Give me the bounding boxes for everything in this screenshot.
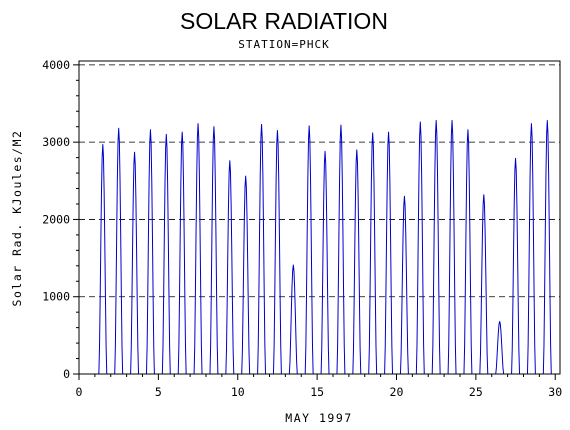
chart-title: SOLAR RADIATION xyxy=(180,8,388,34)
chart-subtitle: STATION=PHCK xyxy=(238,38,329,51)
series-layer xyxy=(94,120,555,375)
x-tick-label: 5 xyxy=(155,385,162,399)
y-tick-label: 4000 xyxy=(42,58,70,72)
x-tick-label: 15 xyxy=(310,385,324,399)
x-tick-label: 10 xyxy=(231,385,245,399)
x-tick-label: 0 xyxy=(76,385,83,399)
y-tick-label: 2000 xyxy=(42,212,70,226)
x-axis: 0 5 10 15 20 25 30 xyxy=(76,374,562,399)
x-tick-label: 25 xyxy=(469,385,483,399)
y-axis: 0 1000 2000 3000 4000 xyxy=(42,58,79,381)
x-tick-label: 20 xyxy=(390,385,404,399)
plot-frame xyxy=(78,60,561,375)
x-tick-label: 30 xyxy=(548,385,562,399)
reference-lines xyxy=(79,64,560,375)
y-tick-label: 0 xyxy=(63,367,70,381)
y-tick-label: 1000 xyxy=(42,290,70,304)
y-axis-label: Solar Rad. KJoules/M2 xyxy=(10,130,24,307)
y-tick-label: 3000 xyxy=(42,135,70,149)
x-axis-label: MAY 1997 xyxy=(285,411,352,425)
solar-radiation-series-line xyxy=(94,120,555,375)
